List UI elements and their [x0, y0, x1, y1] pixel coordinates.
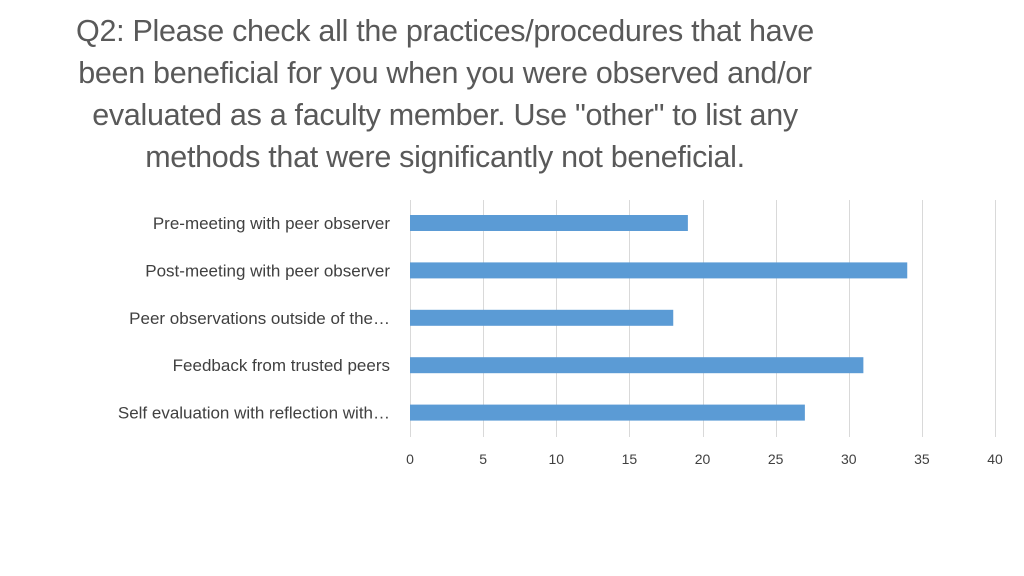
title-line-4: methods that were significantly not bene… — [145, 140, 745, 174]
x-tick-label: 30 — [841, 451, 857, 467]
bar — [410, 357, 864, 374]
x-tick-label: 10 — [548, 451, 564, 467]
bars — [410, 215, 908, 421]
x-tick-label: 25 — [768, 451, 784, 467]
category-label: Post-meeting with peer observer — [145, 261, 390, 280]
title-line-3: evaluated as a faculty member. Use "othe… — [92, 98, 798, 132]
bar — [410, 309, 674, 326]
category-label: Self evaluation with reflection with… — [118, 404, 390, 423]
x-tick-label: 0 — [406, 451, 414, 467]
x-tick-label: 5 — [479, 451, 487, 467]
bar — [410, 215, 688, 231]
bar — [410, 262, 908, 279]
x-tick-label: 40 — [987, 451, 1003, 467]
x-tick-label: 35 — [914, 451, 930, 467]
category-label: Pre-meeting with peer observer — [153, 214, 391, 233]
slide-title: Q2: Please check all the practices/proce… — [30, 10, 860, 178]
x-tick-label: 20 — [695, 451, 711, 467]
category-label: Peer observations outside of the… — [129, 309, 390, 328]
category-label: Feedback from trusted peers — [173, 356, 390, 375]
title-line-1: Q2: Please check all the practices/proce… — [76, 14, 814, 48]
x-axis-tick-labels: 0 5 10 15 20 25 30 35 40 — [406, 451, 1003, 467]
x-tick-label: 15 — [622, 451, 638, 467]
bar — [410, 404, 805, 421]
category-labels: Pre-meeting with peer observer Post-meeti… — [118, 214, 390, 423]
title-line-2: been beneficial for you when you were ob… — [78, 56, 812, 90]
